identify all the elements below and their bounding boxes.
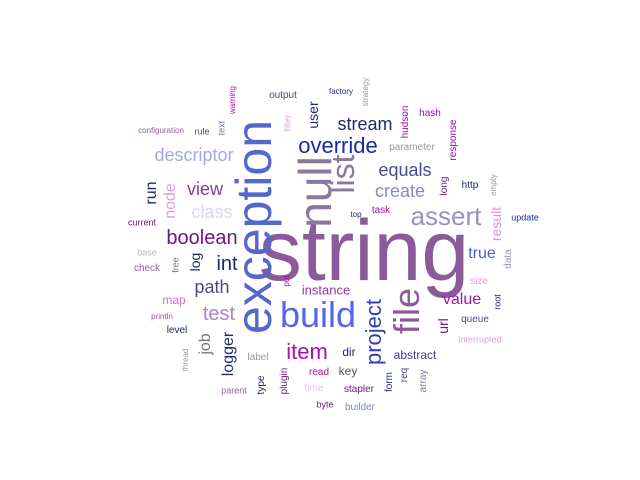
- word-req: req: [399, 367, 410, 383]
- word-filter: filter: [282, 114, 293, 132]
- word-value: value: [442, 291, 482, 308]
- word-label: label: [247, 352, 269, 363]
- word-array: array: [418, 369, 429, 393]
- word-assert: assert: [410, 201, 482, 231]
- word-abstract: abstract: [393, 348, 437, 362]
- word-class: class: [191, 202, 233, 222]
- word-map: map: [162, 293, 186, 307]
- word-update: update: [511, 212, 539, 223]
- word-override: override: [298, 133, 378, 158]
- word-thread: thread: [181, 348, 190, 372]
- word-plugin: plugin: [279, 367, 290, 395]
- word-check: check: [133, 263, 161, 274]
- word-int: int: [216, 253, 238, 275]
- word-warning: warning: [228, 85, 237, 115]
- word-response: response: [448, 119, 459, 161]
- word-descriptor: descriptor: [154, 145, 234, 165]
- word-output: output: [269, 90, 297, 101]
- word-byte: byte: [316, 399, 334, 410]
- word-empty: empty: [489, 174, 498, 196]
- word-stream: stream: [337, 114, 393, 134]
- word-logger: logger: [220, 331, 237, 377]
- word-instance: instance: [301, 282, 351, 298]
- word-level: level: [166, 325, 188, 336]
- word-true: true: [468, 245, 496, 262]
- word-log: log: [187, 252, 203, 272]
- word-build: build: [279, 294, 357, 335]
- word-path: path: [194, 277, 230, 297]
- word-url: url: [435, 318, 451, 334]
- word-strategy: strategy: [361, 77, 370, 107]
- word-long: long: [439, 176, 450, 196]
- word-user: user: [305, 101, 321, 129]
- word-view: view: [186, 179, 224, 199]
- word-current: current: [127, 217, 157, 228]
- word-equals: equals: [378, 160, 432, 180]
- word-file: file: [386, 287, 427, 335]
- word-hudson: hudson: [400, 105, 411, 139]
- word-result: result: [488, 206, 504, 242]
- word-test: test: [202, 303, 236, 325]
- word-interrupted: interrupted: [458, 334, 502, 345]
- word-root: root: [492, 294, 503, 310]
- word-stapler: stapler: [343, 384, 375, 395]
- word-node: node: [162, 183, 179, 219]
- word-top: top: [350, 210, 362, 219]
- word-dir: dir: [342, 345, 356, 359]
- word-parent: parent: [221, 385, 247, 396]
- word-time: time: [304, 383, 324, 394]
- word-free: free: [170, 257, 181, 273]
- word-size: size: [470, 276, 488, 287]
- word-project: project: [361, 298, 386, 366]
- word-type: type: [256, 375, 267, 395]
- word-string: string: [258, 203, 470, 299]
- word-form: form: [384, 372, 395, 392]
- word-data: data: [503, 249, 514, 269]
- word-put: put: [282, 275, 291, 287]
- word-run: run: [143, 181, 160, 205]
- word-rule: rule: [194, 126, 210, 137]
- word-hash: hash: [419, 108, 441, 119]
- word-println: println: [151, 312, 173, 321]
- word-factory: factory: [328, 87, 354, 96]
- word-builder: builder: [344, 402, 376, 413]
- word-http: http: [461, 180, 479, 191]
- word-base: base: [137, 247, 157, 258]
- word-item: item: [286, 339, 328, 364]
- word-job: job: [197, 333, 214, 355]
- word-create: create: [374, 181, 426, 201]
- word-text: text: [216, 120, 227, 136]
- word-read: read: [308, 367, 330, 378]
- word-configuration: configuration: [138, 126, 184, 135]
- word-list: list: [325, 154, 361, 194]
- word-key: key: [338, 364, 358, 378]
- word-parameter: parameter: [389, 142, 435, 153]
- word-boolean: boolean: [166, 227, 238, 249]
- word-queue: queue: [461, 314, 489, 325]
- word-task: task: [371, 205, 391, 216]
